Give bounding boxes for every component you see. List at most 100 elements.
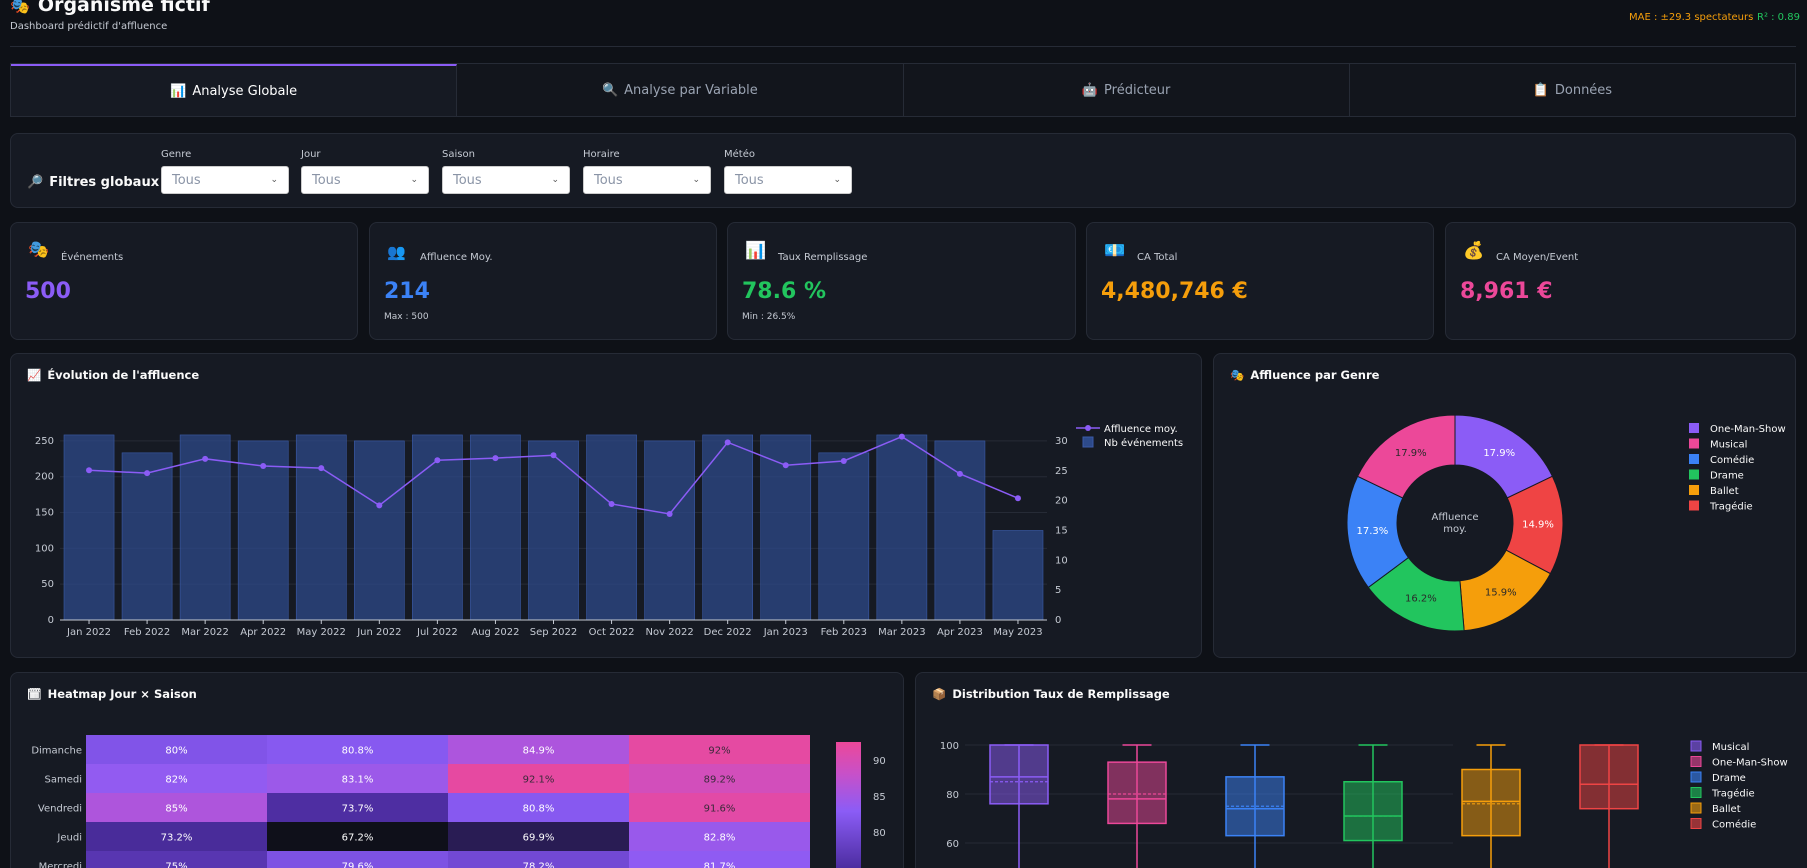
heatmap-cell-label: 92.1% <box>523 775 555 786</box>
legend-swatch <box>1689 485 1699 495</box>
legend-swatch <box>1689 423 1699 433</box>
x-tick-label: Sep 2022 <box>530 627 577 638</box>
box-body <box>1225 776 1285 837</box>
legend-line-marker <box>1085 425 1091 431</box>
slice-label: 17.3% <box>1356 526 1388 537</box>
line-point <box>492 455 499 462</box>
heatmap-cell <box>86 851 267 868</box>
line-point <box>434 457 441 464</box>
genre-title: 🎭 Affluence par Genre <box>1230 368 1379 382</box>
heatmap-cell-label: 79.6% <box>342 862 374 868</box>
filter-jour-value: Tous <box>312 172 341 188</box>
bar-chart-icon: 📊 <box>170 83 187 99</box>
legend-label: Musical <box>1710 440 1747 451</box>
colorbar-tick-label: 85 <box>873 792 886 803</box>
x-tick-label: Mar 2022 <box>181 627 229 638</box>
tab-analyse-par-variable[interactable]: 🔍 Analyse par Variable <box>457 64 904 116</box>
tab-predicteur[interactable]: 🤖 Prédicteur <box>904 64 1350 116</box>
y-tick-label: 80 <box>946 790 959 801</box>
kpi-card-affluence: 👥 Affluence Moy. 214 Max : 500 <box>369 222 717 340</box>
line-point <box>1014 495 1021 502</box>
colorbar-tick-label: 90 <box>873 756 886 767</box>
kpi-sub: Max : 500 <box>384 312 429 322</box>
bar <box>644 440 695 621</box>
line-point <box>956 470 963 477</box>
legend-label: One-Man-Show <box>1712 758 1788 769</box>
kpi-label: CA Total <box>1137 252 1178 263</box>
filters-title: 🔎 Filtres globaux <box>27 175 159 190</box>
kpi-label: Affluence Moy. <box>420 252 493 263</box>
app-title: 🎭 Organisme fictif <box>10 0 210 16</box>
x-tick-label: Jan 2022 <box>66 627 111 638</box>
heatmap-row-label: Vendredi <box>38 804 82 815</box>
filter-jour-select[interactable]: Tous ⌄ <box>301 166 429 194</box>
people-icon: 👥 <box>387 243 406 261</box>
x-tick-label: May 2023 <box>993 627 1042 638</box>
theater-masks-icon: 🎭 <box>1230 368 1245 382</box>
filter-meteo-select[interactable]: Tous ⌄ <box>724 166 852 194</box>
magnifier-icon: 🔍 <box>601 82 619 98</box>
box-body <box>1107 761 1167 825</box>
magnifier-icon: 🔎 <box>27 175 44 190</box>
app-title-text: Organisme fictif <box>37 0 210 16</box>
y-right-tick-label: 0 <box>1055 615 1061 626</box>
chevron-down-icon: ⌄ <box>270 175 278 185</box>
kpi-card-ca-total: 💶 CA Total 4,480,746 € <box>1086 222 1434 340</box>
legend-swatch <box>1690 740 1702 752</box>
y-right-tick-label: 5 <box>1055 585 1061 596</box>
filter-genre-label: Genre <box>161 149 192 160</box>
y-left-tick-label: 200 <box>35 472 54 483</box>
y-left-tick-label: 0 <box>48 615 54 626</box>
line-point <box>840 457 847 464</box>
heatmap-cell <box>448 735 629 764</box>
chevron-down-icon: ⌄ <box>833 175 841 185</box>
legend-label: Musical <box>1712 742 1749 753</box>
tab-label: Analyse Globale <box>192 83 298 99</box>
y-left-tick-label: 100 <box>35 543 54 554</box>
filters-title-text: Filtres globaux <box>49 175 160 190</box>
slice-label: 17.9% <box>1395 448 1427 459</box>
chevron-down-icon: ⌄ <box>410 175 418 185</box>
y-left-tick-label: 250 <box>35 436 54 447</box>
kpi-value: 78.6 % <box>742 279 826 304</box>
y-left-tick-label: 50 <box>41 579 54 590</box>
tab-donnees[interactable]: 📋 Données <box>1350 64 1795 116</box>
tab-analyse-globale[interactable]: 📊 Analyse Globale <box>11 64 458 116</box>
chevron-down-icon: ⌄ <box>692 175 700 185</box>
filter-saison-label: Saison <box>442 149 475 160</box>
filter-horaire-label: Horaire <box>583 149 620 160</box>
legend-label: Nb événements <box>1104 437 1183 449</box>
x-tick-label: Oct 2022 <box>589 627 635 638</box>
filter-horaire-value: Tous <box>594 172 623 188</box>
x-tick-label: Mar 2023 <box>878 627 926 638</box>
kpi-label: Événements <box>61 252 124 263</box>
legend-label: Comédie <box>1712 819 1756 831</box>
legend-swatch <box>1689 500 1699 511</box>
heatmap-cell-label: 73.7% <box>342 804 374 815</box>
filter-horaire-select[interactable]: Tous ⌄ <box>583 166 711 194</box>
box-body <box>989 744 1049 805</box>
pie-center-label: Affluence <box>1432 512 1479 523</box>
x-tick-label: Apr 2022 <box>240 627 286 638</box>
box-body <box>1461 768 1521 837</box>
filter-genre-select[interactable]: Tous ⌄ <box>161 166 289 194</box>
bar <box>702 434 754 621</box>
bar <box>876 434 928 621</box>
filter-saison-select[interactable]: Tous ⌄ <box>442 166 570 194</box>
kpi-value: 500 <box>25 279 71 304</box>
evolution-title-text: Évolution de l'affluence <box>47 368 200 382</box>
filter-meteo-value: Tous <box>735 172 764 188</box>
x-tick-label: May 2022 <box>297 627 346 638</box>
heatmap-cell-label: 80.8% <box>523 804 555 815</box>
bar <box>586 434 637 621</box>
tab-bar: 📊 Analyse Globale 🔍 Analyse par Variable… <box>10 63 1796 117</box>
heatmap-cell-label: 80.8% <box>342 746 374 757</box>
filter-jour-label: Jour <box>301 149 321 160</box>
legend-swatch <box>1690 818 1702 829</box>
legend-label: Ballet <box>1710 486 1739 497</box>
heatmap-cell-label: 69.9% <box>523 833 555 844</box>
legend-label: Tragédie <box>1709 501 1753 513</box>
clipboard-icon: 📋 <box>1532 82 1549 98</box>
evolution-chart: 0 50 100 150 200 250 0 5 10 15 20 25 30 Jan 2022 Feb 2… <box>35 424 1183 638</box>
robot-icon: 🤖 <box>1081 82 1099 98</box>
